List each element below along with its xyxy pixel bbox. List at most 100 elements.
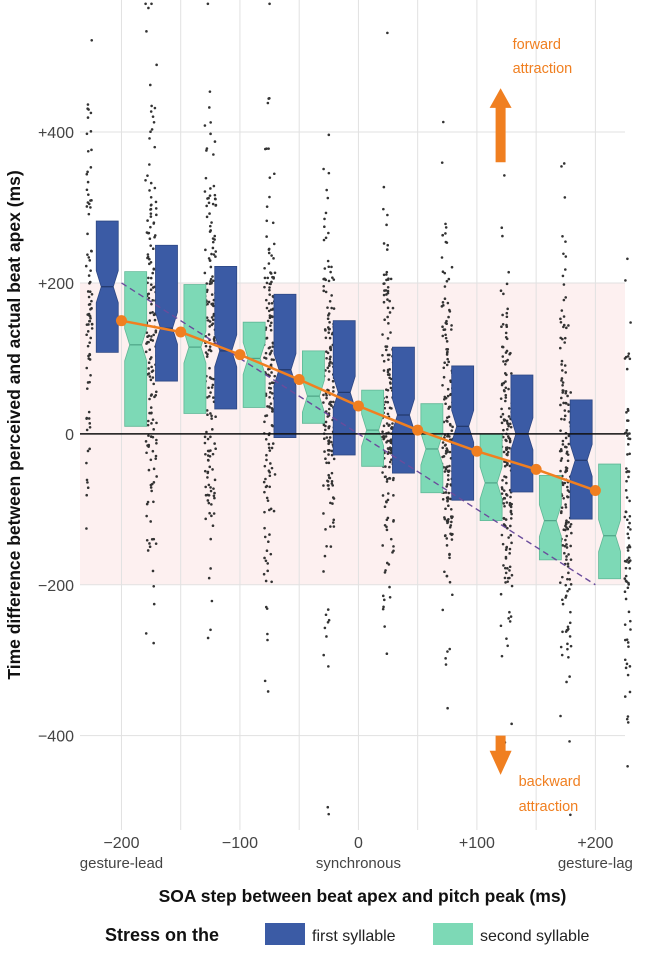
data-point <box>385 518 389 522</box>
data-point <box>558 581 562 584</box>
data-point <box>209 391 212 394</box>
data-point <box>626 765 629 768</box>
data-point <box>386 243 390 247</box>
data-point <box>443 436 446 439</box>
data-point <box>267 262 271 265</box>
data-point <box>450 520 453 524</box>
mean-point <box>530 463 542 475</box>
mean-point <box>471 445 483 457</box>
data-point <box>155 475 158 478</box>
data-point <box>270 466 274 470</box>
data-point <box>147 443 151 447</box>
data-point <box>211 246 215 250</box>
data-point <box>206 352 209 356</box>
data-point <box>382 300 386 304</box>
data-point <box>381 333 384 336</box>
data-point <box>499 397 503 400</box>
data-point <box>569 813 572 817</box>
data-point <box>564 505 568 509</box>
data-point <box>385 477 389 481</box>
data-point <box>386 368 390 372</box>
data-point <box>505 481 508 485</box>
data-point <box>263 490 266 494</box>
data-point <box>508 610 511 614</box>
data-point <box>330 453 334 457</box>
data-point <box>447 407 450 410</box>
data-point <box>499 289 503 293</box>
data-point <box>326 608 330 611</box>
data-point <box>87 354 90 358</box>
data-point <box>506 462 509 466</box>
data-point <box>444 663 448 666</box>
data-point <box>148 545 152 548</box>
data-point <box>204 351 208 354</box>
data-point <box>269 552 273 556</box>
data-point <box>561 598 564 602</box>
data-point <box>385 293 388 296</box>
data-point <box>151 311 154 314</box>
data-point <box>507 407 511 410</box>
data-point <box>265 549 269 553</box>
data-point <box>441 446 445 450</box>
data-point <box>152 467 156 471</box>
data-point <box>565 495 569 498</box>
data-point <box>86 330 90 333</box>
data-point <box>504 331 508 335</box>
data-point <box>207 483 211 487</box>
data-point <box>564 371 567 374</box>
data-point <box>150 422 153 425</box>
data-point <box>322 484 325 487</box>
data-point <box>445 279 449 283</box>
data-point <box>211 524 215 528</box>
data-point <box>271 315 274 318</box>
data-point <box>204 493 208 497</box>
data-point <box>207 501 211 505</box>
data-point <box>505 337 509 341</box>
data-point <box>210 386 214 389</box>
data-point <box>559 469 562 473</box>
data-point <box>564 402 568 405</box>
data-point <box>152 500 155 504</box>
data-point <box>211 452 215 456</box>
data-point <box>507 617 510 620</box>
data-point <box>327 231 330 235</box>
data-point <box>210 221 213 224</box>
data-point <box>560 417 563 421</box>
data-point <box>148 83 152 87</box>
data-point <box>444 333 447 337</box>
data-point <box>440 161 444 164</box>
data-point <box>446 450 449 454</box>
data-point <box>264 605 268 609</box>
data-point <box>386 353 390 357</box>
data-point <box>322 512 325 515</box>
data-point <box>207 300 211 304</box>
data-point <box>322 393 325 397</box>
data-point <box>211 383 215 387</box>
data-point <box>499 415 503 419</box>
data-point <box>150 2 153 6</box>
data-point <box>383 571 387 574</box>
data-point <box>444 443 447 447</box>
data-point <box>627 437 630 440</box>
data-point <box>327 473 330 477</box>
data-point <box>265 336 269 340</box>
data-point <box>152 481 156 484</box>
data-point <box>564 255 568 258</box>
data-point <box>625 662 629 666</box>
data-point <box>381 353 384 357</box>
data-point <box>624 574 628 578</box>
data-point <box>559 714 562 718</box>
data-point <box>322 289 326 293</box>
data-point <box>562 298 566 302</box>
data-point <box>626 257 629 261</box>
data-point <box>381 544 384 547</box>
legend-swatch <box>265 923 305 945</box>
data-point <box>389 331 392 334</box>
data-point <box>269 364 273 367</box>
data-point <box>271 221 275 225</box>
data-point <box>506 567 509 570</box>
data-point <box>501 479 504 482</box>
data-point <box>149 520 152 523</box>
data-point <box>329 270 332 274</box>
data-point <box>264 351 268 355</box>
